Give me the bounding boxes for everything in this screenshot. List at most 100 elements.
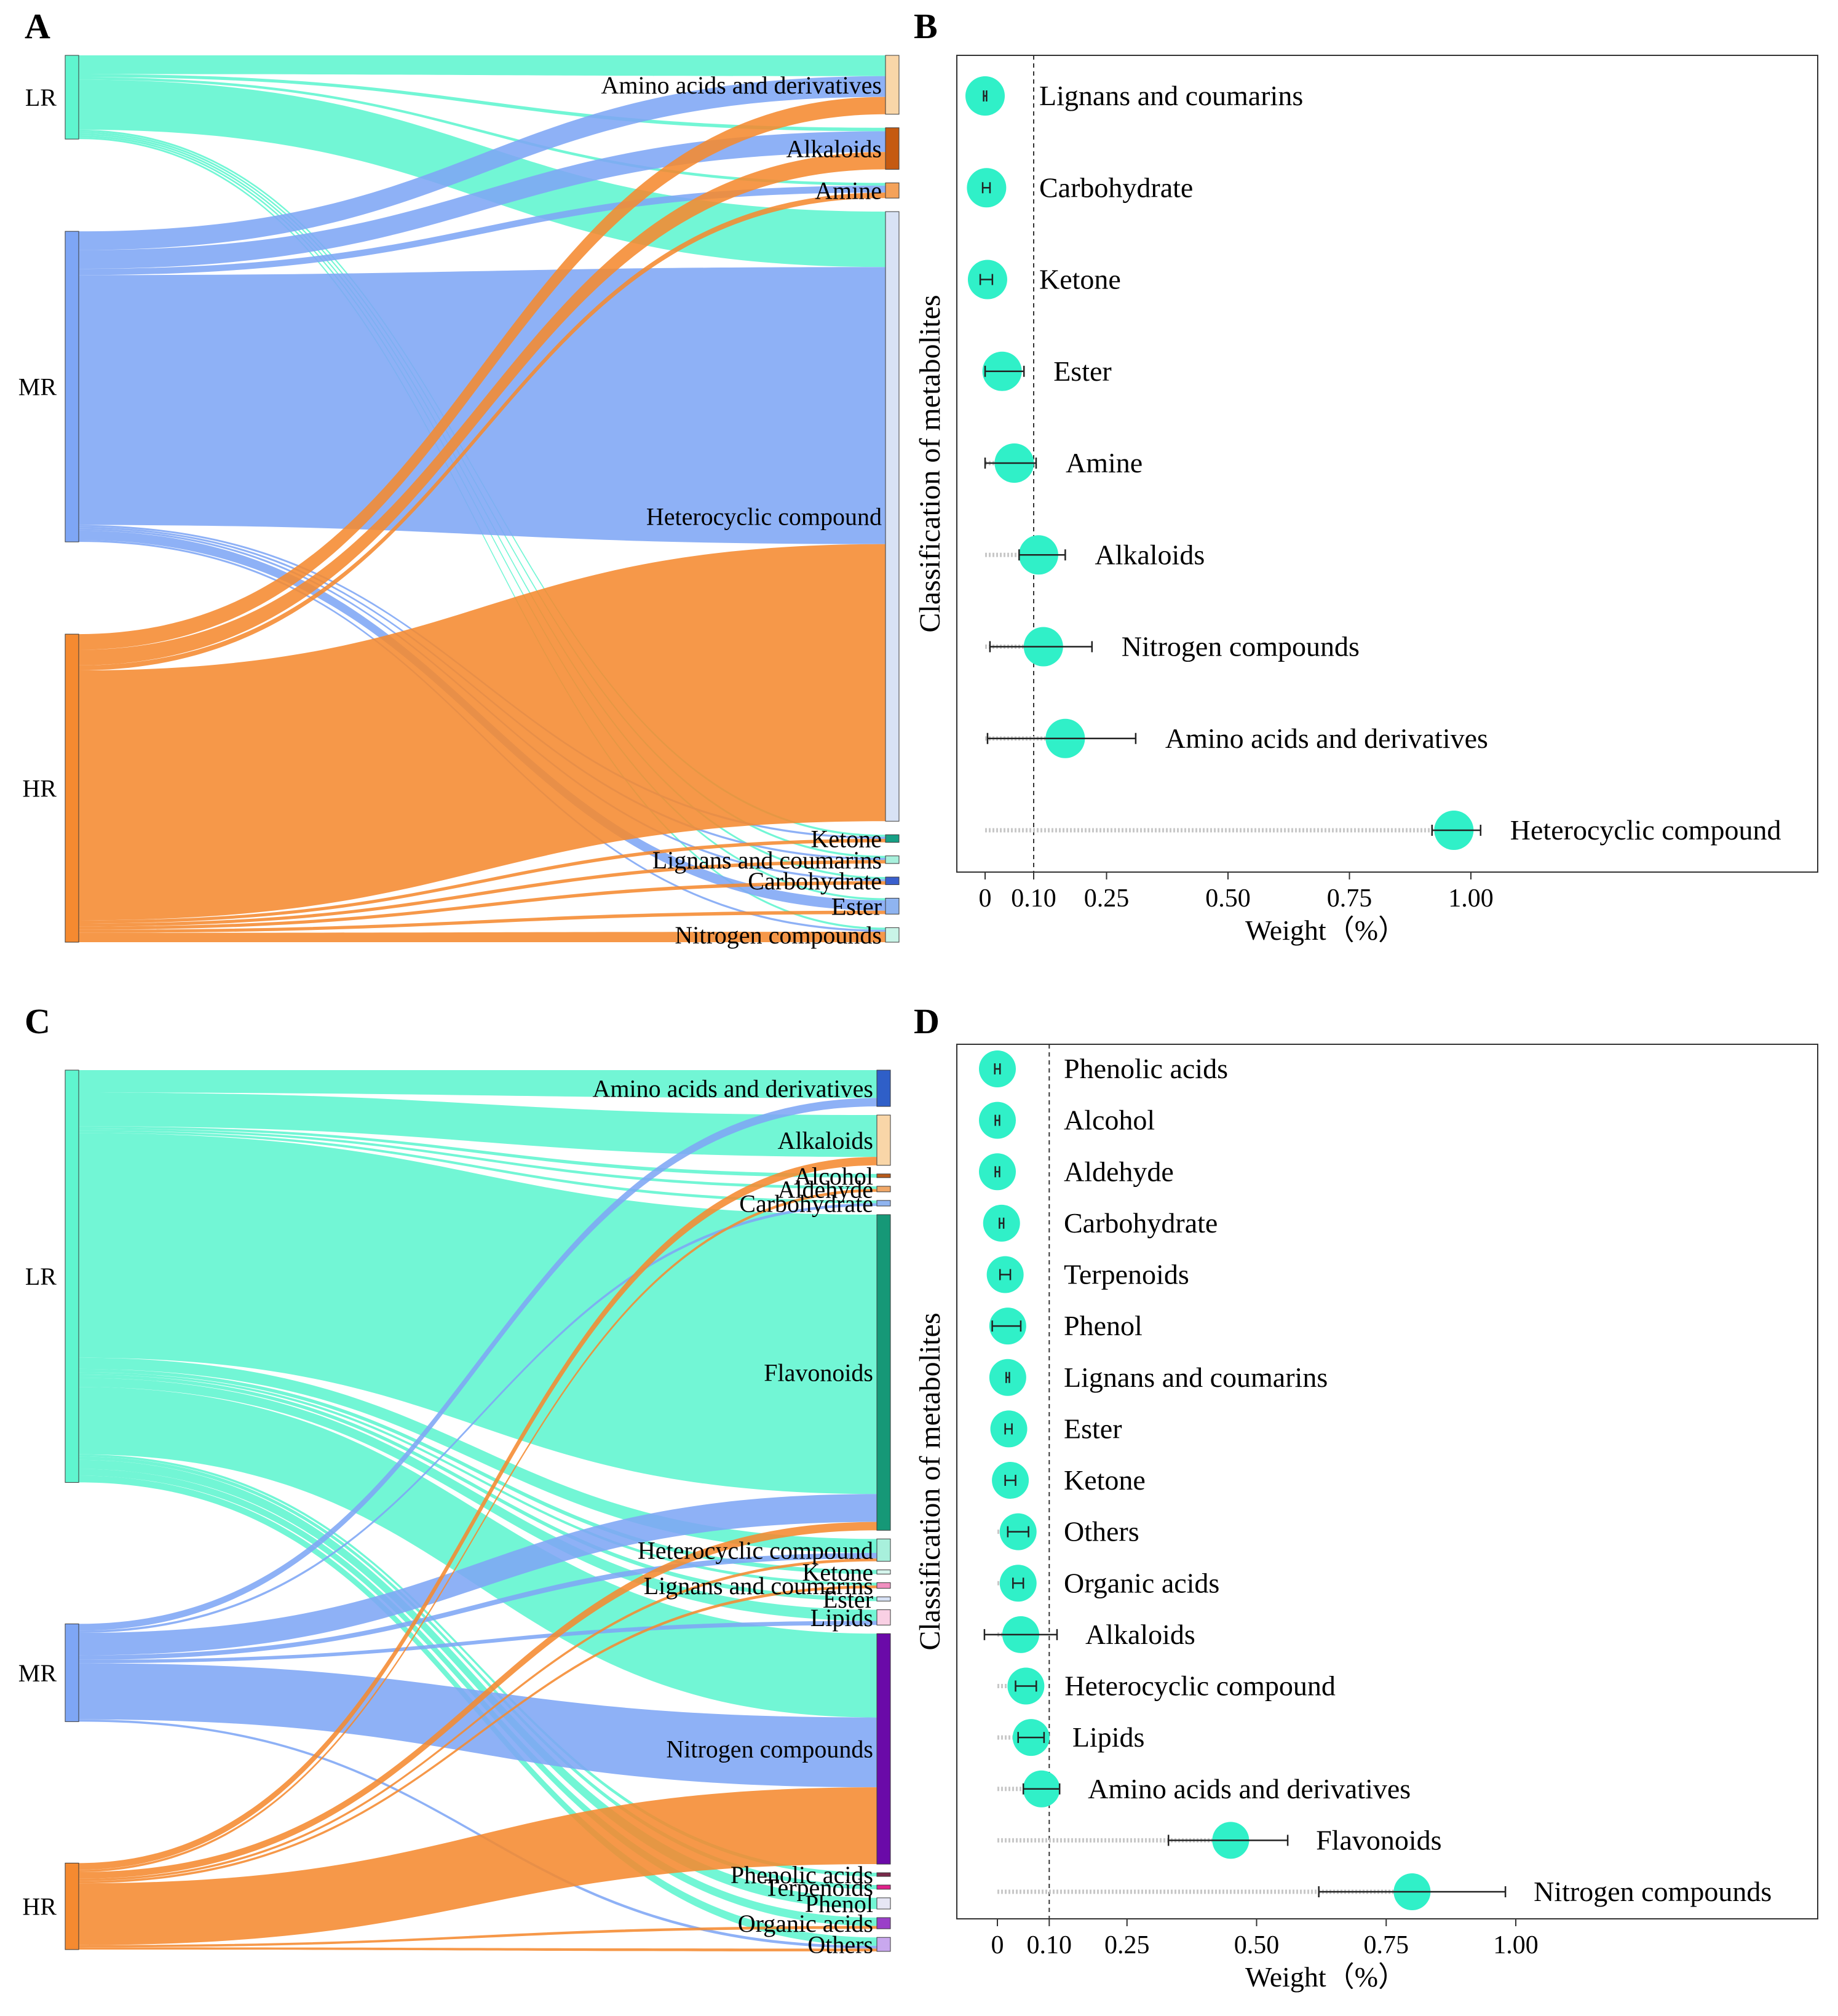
sankey-source-label-lr: LR: [25, 84, 57, 111]
dot-row-carbohydrate: Carbohydrate: [967, 168, 1193, 208]
sankey-target-node-alkaloids: [885, 127, 900, 170]
sankey-source-node-lr: [65, 55, 79, 140]
plot-frame: [956, 1044, 1818, 1919]
dot-label-ketone: Ketone: [1039, 264, 1121, 295]
x-tick-label: 0.75: [1327, 884, 1373, 913]
dot-label-terpenoids: Terpenoids: [1064, 1259, 1189, 1290]
sankey-target-label-terpenoids: Terpenoids: [764, 1873, 873, 1901]
panel-letter-a: A: [25, 6, 50, 46]
dot-plot-panel-b: Lignans and coumarins Carbohydrate Ketone E…: [914, 55, 1818, 946]
sankey-link-lr-ketone: [79, 1368, 877, 1574]
sankey-link-hr-ketone: [79, 839, 885, 924]
sankey-target-node-heterocyclic-compound: [876, 1538, 891, 1562]
sankey-panel-a: LR MR HR Amino acids and derivatives Alkaloi…: [18, 55, 900, 949]
sankey-target-node-organic-acids: [876, 1917, 891, 1929]
sankey-target-label-alkaloids: Alkaloids: [777, 1127, 873, 1154]
sankey-link-mr-others: [79, 1719, 877, 1949]
dot-label-alkaloids: Alkaloids: [1095, 539, 1205, 570]
sankey-target-node-carbohydrate: [885, 876, 900, 885]
dot-row-alcohol: Alcohol: [979, 1101, 1155, 1139]
sankey-target-label-nitrogen-compounds: Nitrogen compounds: [666, 1736, 873, 1763]
sankey-link-hr-alkaloids: [79, 1157, 877, 1870]
sankey-target-label-nitrogen-compounds: Nitrogen compounds: [675, 921, 882, 949]
sankey-link-lr-alkaloids: [79, 1092, 877, 1157]
sankey-target-node-ketone: [876, 1570, 891, 1574]
sankey-link-hr-flavonoids: [79, 1522, 877, 1879]
x-tick-label: 1.00: [1493, 1931, 1539, 1959]
sankey-source-node-mr: [65, 231, 79, 542]
sankey-target-label-aldehyde: Aldehyde: [777, 1175, 873, 1203]
dot-row-amine: Amine: [984, 443, 1143, 483]
sankey-link-hr-amino-acids-and-derivatives: [79, 97, 885, 650]
sankey-link-lr-amine: [79, 77, 885, 186]
sankey-link-lr-terpenoids: [79, 1456, 877, 1889]
sankey-link-hr-alkaloids: [79, 152, 885, 665]
sankey-target-node-others: [876, 1937, 891, 1952]
sankey-link-lr-ester: [79, 1375, 877, 1601]
sankey-target-label-ketone: Ketone: [810, 825, 882, 852]
sankey-target-node-ketone: [885, 834, 900, 843]
dot-row-organic-acids: Organic acids: [997, 1565, 1219, 1602]
x-tick-label: 0: [991, 1931, 1004, 1959]
x-tick-label: 0.50: [1205, 884, 1251, 913]
sankey-link-lr-alkaloids: [79, 74, 885, 132]
x-tick-label: 0: [979, 884, 992, 913]
sankey-link-lr-amino-acids-and-derivatives: [79, 55, 885, 76]
sankey-target-label-carbohydrate: Carbohydrate: [748, 867, 882, 895]
dot-row-others: Others: [997, 1513, 1139, 1550]
sankey-target-node-phenolic-acids: [876, 1872, 891, 1877]
panel-letter-d: D: [914, 1001, 940, 1041]
dot-row-heterocyclic-compound: Heterocyclic compound: [997, 1667, 1336, 1705]
sankey-target-node-nitrogen-compounds: [876, 1633, 891, 1865]
x-tick-label: 0.25: [1084, 884, 1130, 913]
sankey-link-mr-amino-acids-and-derivatives: [79, 1098, 877, 1631]
sankey-target-node-phenol: [876, 1897, 891, 1910]
sankey-target-label-ester: Ester: [831, 892, 882, 920]
sankey-link-hr-nitrogen-compounds: [79, 1787, 877, 1945]
sankey-target-node-nitrogen-compounds: [885, 927, 900, 943]
sankey-link-mr-amine: [79, 185, 885, 276]
dot-label-phenolic-acids: Phenolic acids: [1064, 1053, 1228, 1084]
dot-row-aldehyde: Aldehyde: [979, 1153, 1174, 1191]
sankey-link-lr-lipids: [79, 1378, 877, 1621]
x-tick-label: 1.00: [1448, 884, 1494, 913]
sankey-target-node-heterocyclic-compound: [885, 211, 900, 822]
sankey-link-lr-nitrogen-compounds: [79, 1387, 877, 1718]
sankey-target-label-amino-acids-and-derivatives: Amino acids and derivatives: [592, 1075, 873, 1103]
sankey-target-label-flavonoids: Flavonoids: [764, 1359, 873, 1387]
sankey-source-label-hr: HR: [22, 1893, 57, 1921]
sankey-target-node-alkaloids: [876, 1114, 891, 1166]
sankey-link-mr-nitrogen-compounds: [79, 1663, 877, 1788]
sankey-source-node-lr: [65, 1070, 79, 1483]
dot-row-lipids: Lipids: [997, 1719, 1144, 1756]
sankey-source-label-mr: MR: [18, 1659, 57, 1687]
dot-label-amine: Amine: [1066, 447, 1143, 478]
sankey-target-label-lipids: Lipids: [810, 1604, 873, 1632]
sankey-link-hr-nitrogen-compounds: [79, 932, 885, 942]
sankey-target-label-amino-acids-and-derivatives: Amino acids and derivatives: [601, 71, 882, 99]
dot-row-heterocyclic-compound: Heterocyclic compound: [985, 811, 1781, 850]
dot-label-heterocyclic-compound: Heterocyclic compound: [1510, 814, 1781, 846]
sankey-target-node-ester: [876, 1597, 891, 1601]
x-axis-title: Weight（%）: [1245, 1961, 1406, 1993]
plot-frame: [956, 55, 1818, 873]
dot-row-ketone: Ketone: [992, 1462, 1146, 1499]
sankey-link-hr-lignans-and-coumarins: [79, 1585, 877, 1884]
dot-label-lignans-and-coumarins: Lignans and coumarins: [1039, 80, 1303, 111]
dot-label-amino-acids-and-derivatives: Amino acids and derivatives: [1165, 723, 1488, 754]
x-axis-title: Weight（%）: [1245, 915, 1406, 946]
x-tick-label: 0.50: [1234, 1931, 1280, 1959]
dot-label-ester: Ester: [1053, 355, 1112, 387]
dot-row-lignans-and-coumarins: Lignans and coumarins: [965, 76, 1303, 116]
sankey-link-lr-amino-acids-and-derivatives: [79, 1070, 877, 1098]
dot-label-lipids: Lipids: [1072, 1721, 1145, 1753]
x-tick-label: 0.10: [1011, 884, 1056, 913]
sankey-target-label-alcohol: Alcohol: [794, 1162, 873, 1190]
dot-label-aldehyde: Aldehyde: [1064, 1156, 1174, 1187]
sankey-link-mr-flavonoids: [79, 1494, 877, 1656]
panel-letter-c: C: [25, 1001, 50, 1041]
sankey-target-label-ester: Ester: [823, 1585, 873, 1613]
sankey-source-label-lr: LR: [25, 1263, 57, 1290]
sankey-link-hr-heterocyclic-compound: [79, 544, 885, 921]
dot-row-terpenoids: Terpenoids: [986, 1256, 1189, 1293]
